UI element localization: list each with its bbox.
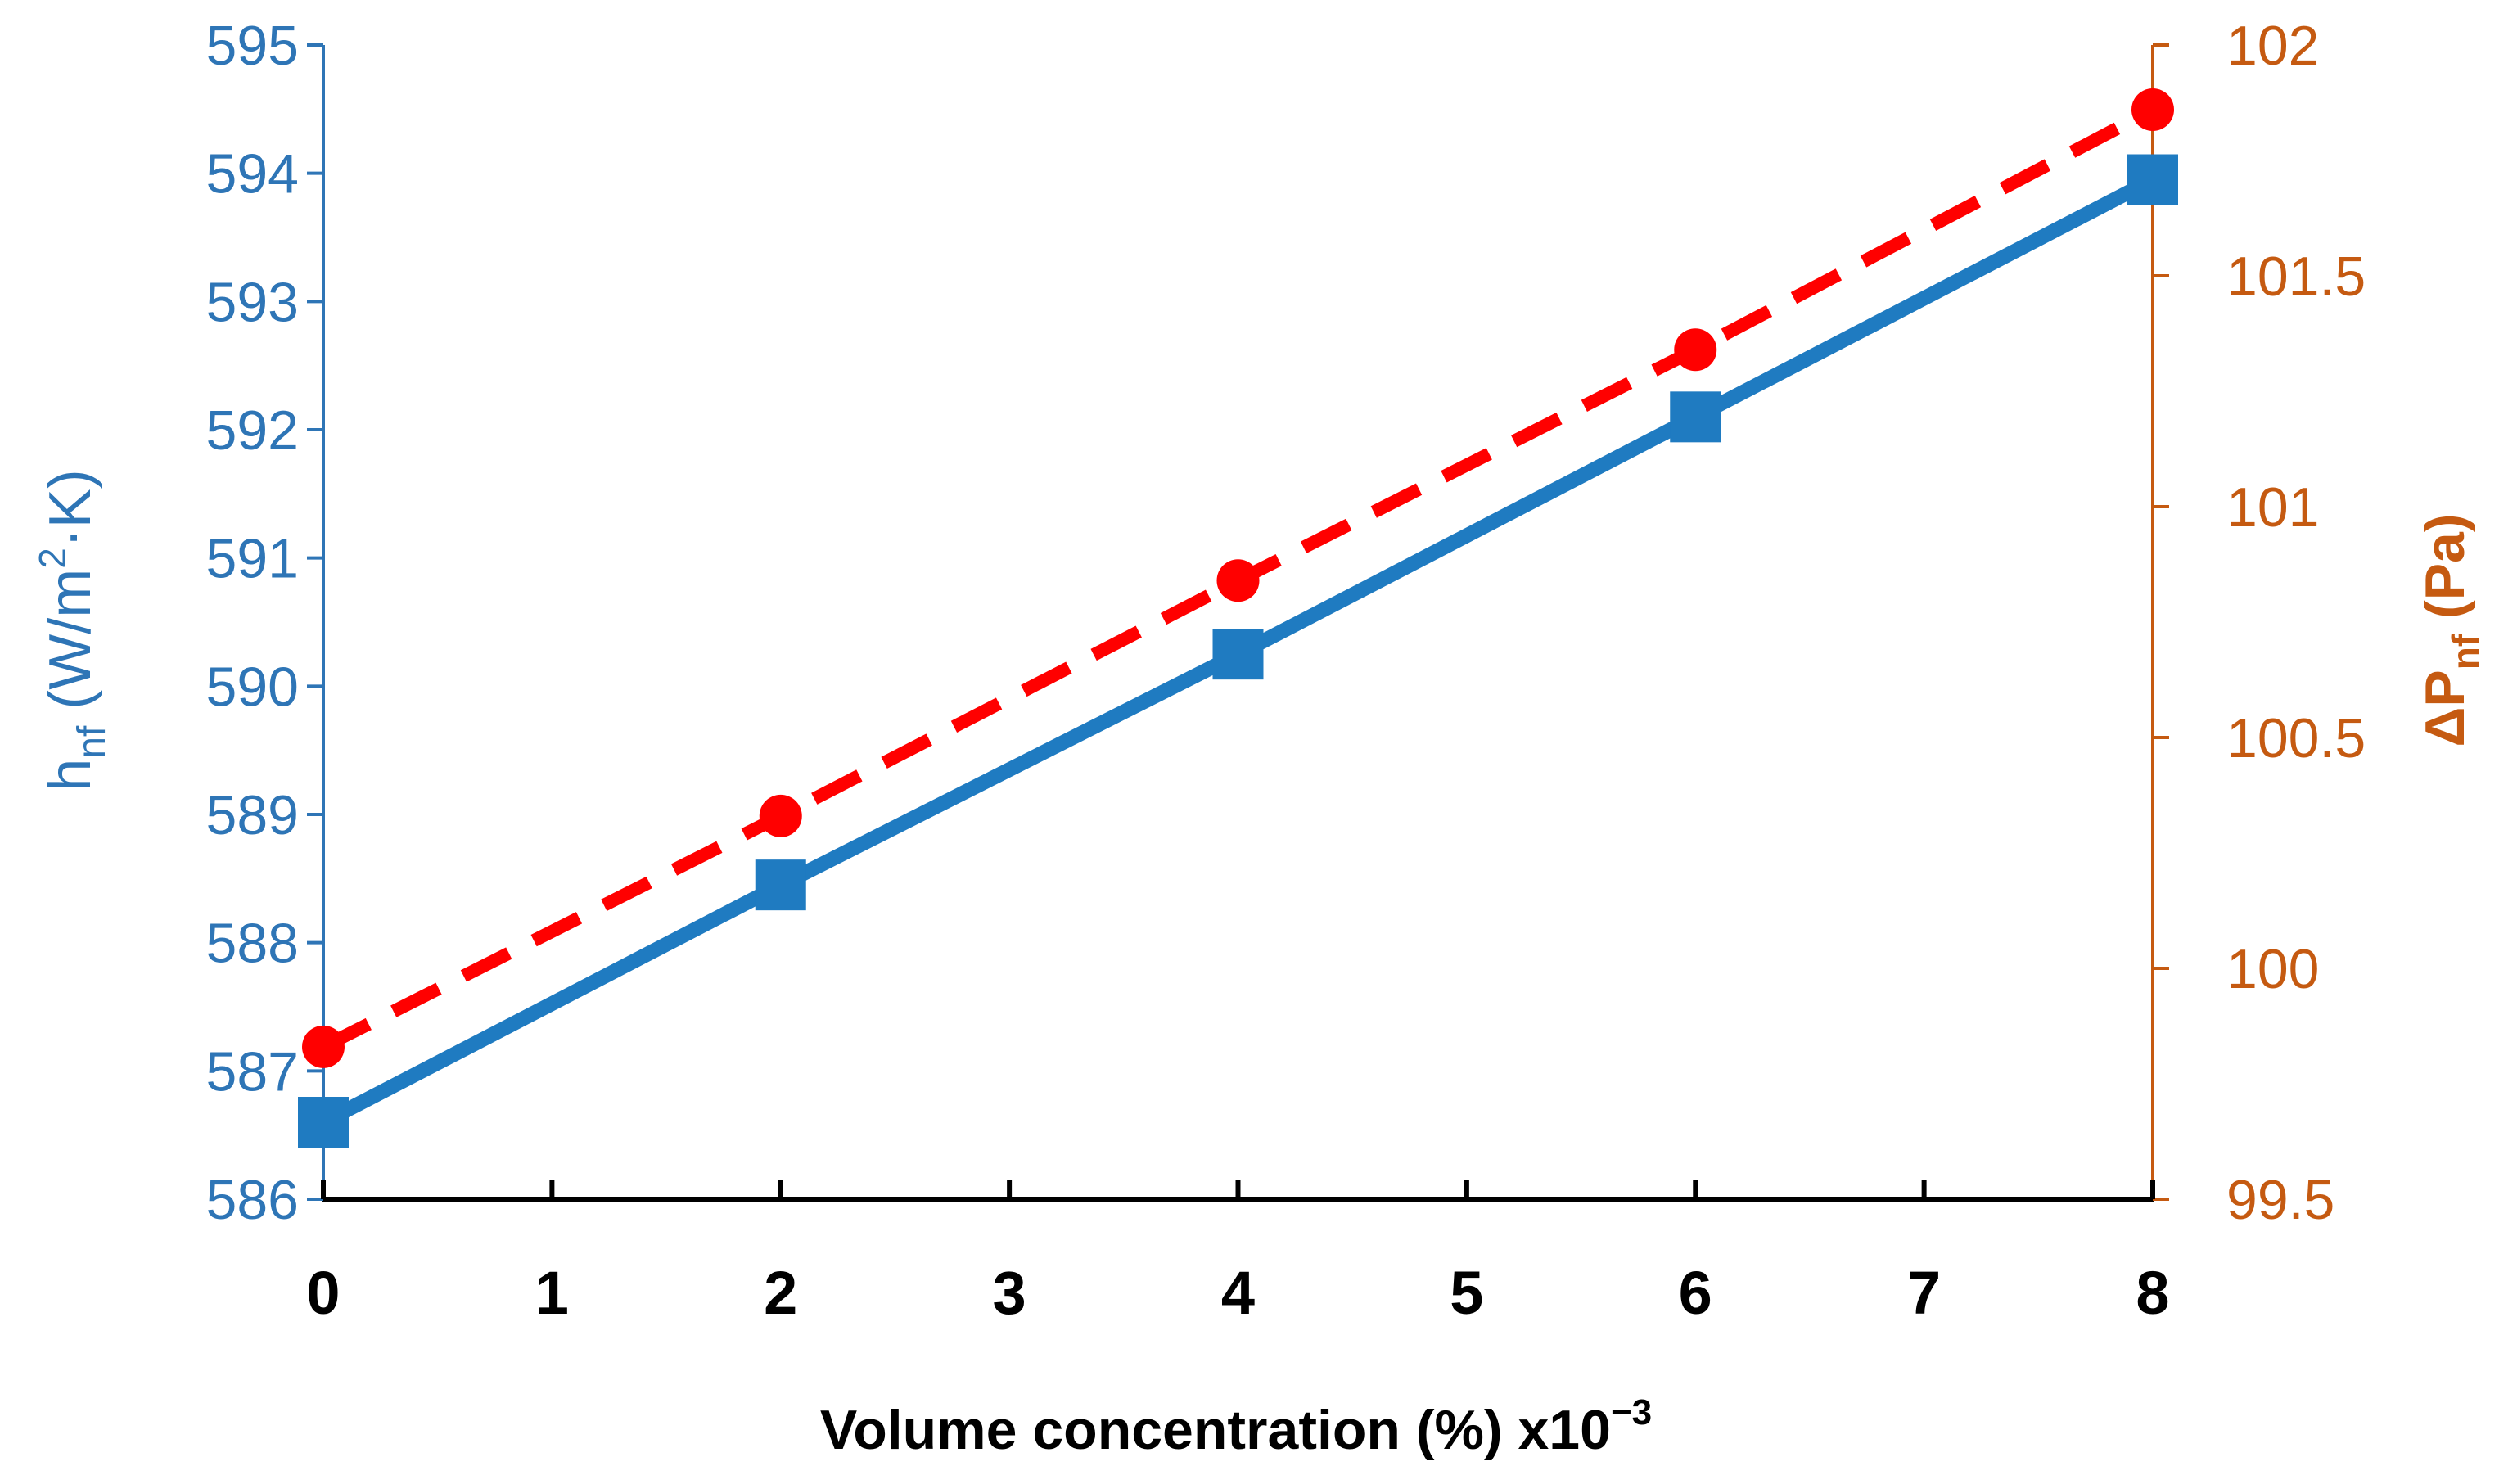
axes-layer: 58658758858959059159259359459599.5100100… xyxy=(206,15,2366,1327)
left-y-tick-label: 588 xyxy=(206,913,299,975)
delta-p-nf-point xyxy=(1216,559,1260,602)
series-layer xyxy=(298,88,2178,1148)
left-y-tick-label: 595 xyxy=(206,15,299,77)
right-y-tick-label: 100 xyxy=(2226,938,2319,1000)
x-tick-label: 7 xyxy=(1907,1259,1941,1327)
right-y-tick-label: 102 xyxy=(2226,15,2319,77)
left-y-tick-label: 587 xyxy=(206,1040,299,1103)
h-nf-point xyxy=(298,1097,349,1148)
delta-p-nf-point xyxy=(302,1025,345,1068)
left-y-tick-label: 593 xyxy=(206,271,299,333)
x-tick-label: 5 xyxy=(1450,1259,1483,1327)
h-nf-point xyxy=(2127,154,2178,205)
x-tick-label: 3 xyxy=(993,1259,1026,1327)
x-axis-title: Volume concentration (%) x10−3 xyxy=(820,1392,1652,1461)
left-y-tick-label: 590 xyxy=(206,656,299,718)
delta-p-nf-point xyxy=(759,794,802,837)
left-y-tick-label: 591 xyxy=(206,528,299,590)
right-y-axis-title: ΔPnf (Pa) xyxy=(2414,513,2487,747)
x-tick-label: 4 xyxy=(1221,1259,1255,1327)
x-tick-label: 8 xyxy=(2136,1259,2169,1327)
x-tick-label: 0 xyxy=(306,1259,340,1327)
right-y-tick-label: 101 xyxy=(2226,476,2319,539)
left-y-axis-title: hnf (W/m2·K) xyxy=(31,469,114,792)
delta-p-nf-point xyxy=(2131,88,2174,131)
right-y-tick-label: 100.5 xyxy=(2226,707,2366,769)
label-layer: Volume concentration (%) x10−3 hnf (W/m2… xyxy=(31,469,2487,1461)
x-tick-label: 6 xyxy=(1679,1259,1712,1327)
x-tick-label: 1 xyxy=(535,1259,569,1327)
x-tick-label: 2 xyxy=(764,1259,797,1327)
left-y-tick-label: 589 xyxy=(206,784,299,846)
h-nf-point xyxy=(1670,391,1721,443)
left-y-tick-label: 586 xyxy=(206,1169,299,1231)
left-y-tick-label: 594 xyxy=(206,143,299,205)
right-y-tick-label: 99.5 xyxy=(2226,1169,2334,1231)
right-y-tick-label: 101.5 xyxy=(2226,246,2366,308)
h-nf-point xyxy=(755,859,806,911)
h-nf-point xyxy=(1212,629,1264,680)
delta-p-nf-point xyxy=(1674,328,1717,372)
left-y-tick-label: 592 xyxy=(206,399,299,462)
